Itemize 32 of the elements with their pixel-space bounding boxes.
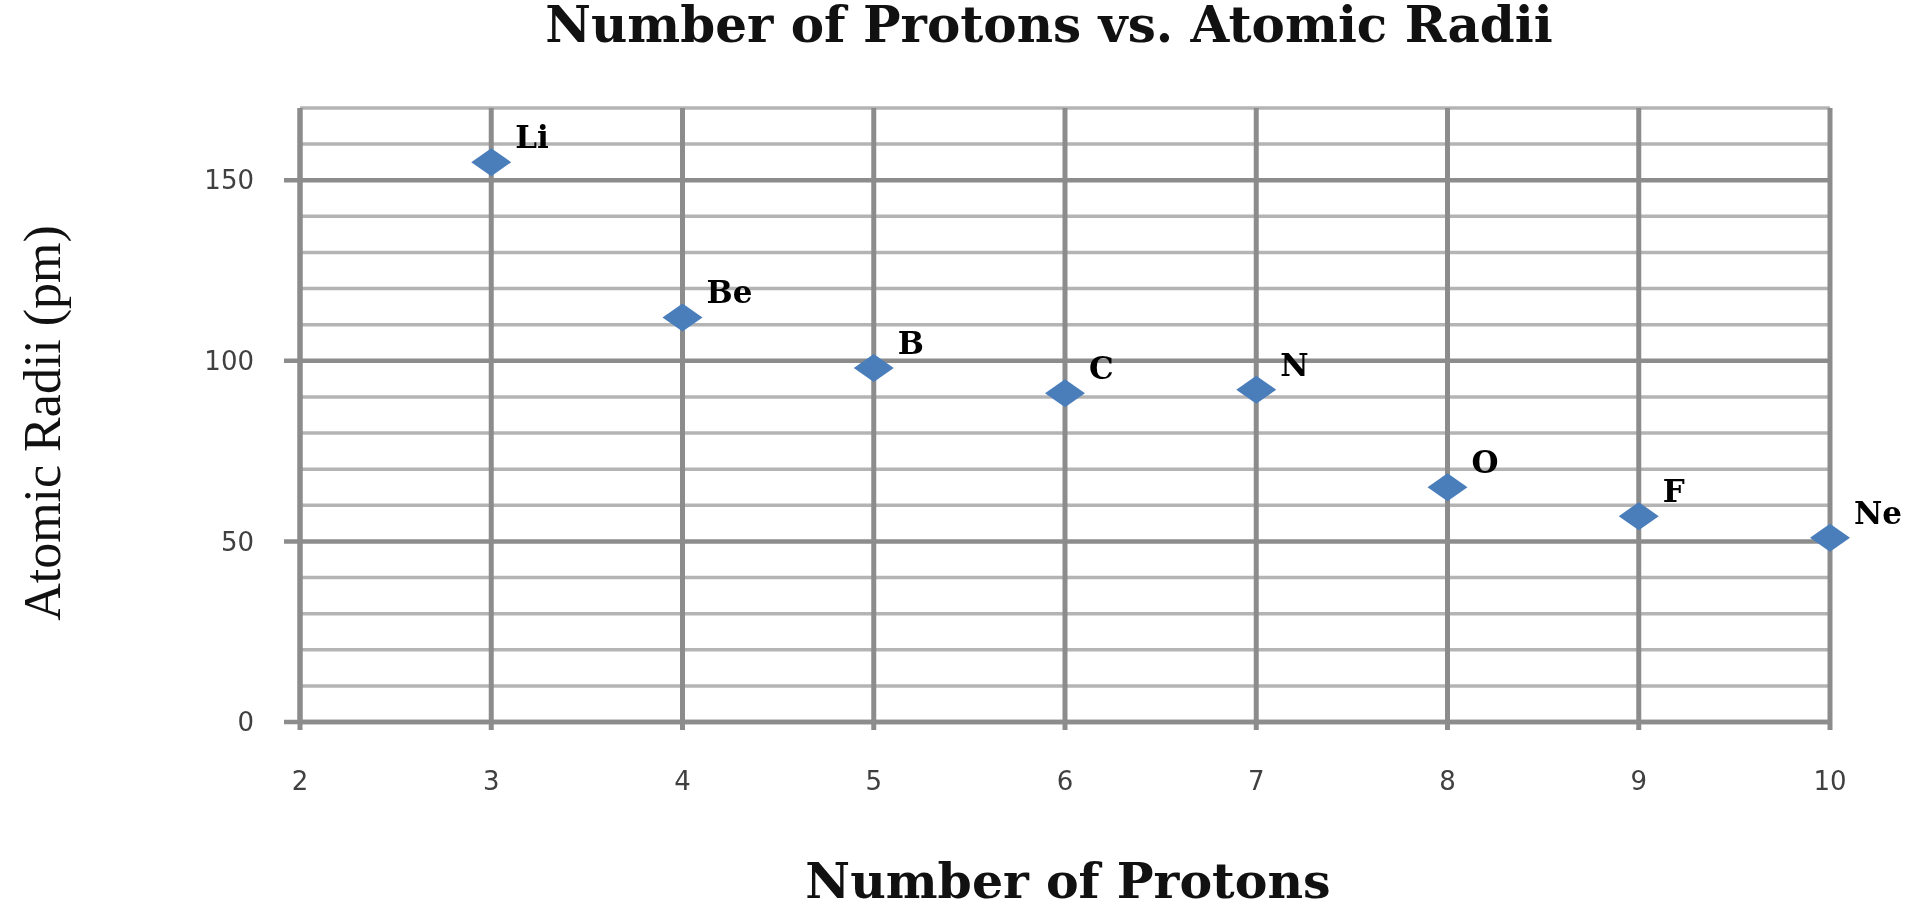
point bbox=[1618, 502, 1659, 531]
x-tick-label: 4 bbox=[674, 766, 691, 796]
point bbox=[662, 303, 703, 332]
x-tick-label: 9 bbox=[1630, 766, 1648, 796]
y-axis-title: Atomic Radii (pm) bbox=[14, 225, 72, 621]
x-tick-label: 5 bbox=[865, 766, 883, 796]
x-tick-label: 10 bbox=[1813, 766, 1847, 796]
y-tick-label: 100 bbox=[204, 345, 254, 376]
annotation: Li bbox=[515, 119, 549, 156]
y-tick-label: 150 bbox=[204, 165, 254, 196]
annotation: Ne bbox=[1854, 494, 1903, 531]
y-tick-label: 50 bbox=[220, 526, 254, 557]
annotation: F bbox=[1662, 473, 1685, 510]
point bbox=[1236, 375, 1277, 404]
point bbox=[1045, 379, 1085, 408]
point bbox=[853, 354, 894, 383]
point bbox=[1810, 523, 1850, 552]
x-tick-label: 2 bbox=[291, 766, 309, 796]
point bbox=[1427, 473, 1468, 502]
annotation: C bbox=[1089, 350, 1114, 387]
x-axis-title: Number of Protons bbox=[805, 852, 1331, 908]
annotation: N bbox=[1280, 346, 1309, 383]
annotation: B bbox=[897, 325, 924, 362]
x-tick-label: 8 bbox=[1439, 766, 1456, 796]
chart-title: Number of Protons vs. Atomic Radii bbox=[545, 0, 1553, 54]
annotation: Be bbox=[706, 274, 753, 311]
x-tick-label: 3 bbox=[482, 766, 500, 796]
y-tick-label: 0 bbox=[237, 707, 254, 738]
point bbox=[471, 148, 512, 177]
annotation: O bbox=[1471, 444, 1499, 481]
x-tick-label: 6 bbox=[1056, 766, 1074, 796]
x-tick-label: 7 bbox=[1247, 766, 1265, 796]
